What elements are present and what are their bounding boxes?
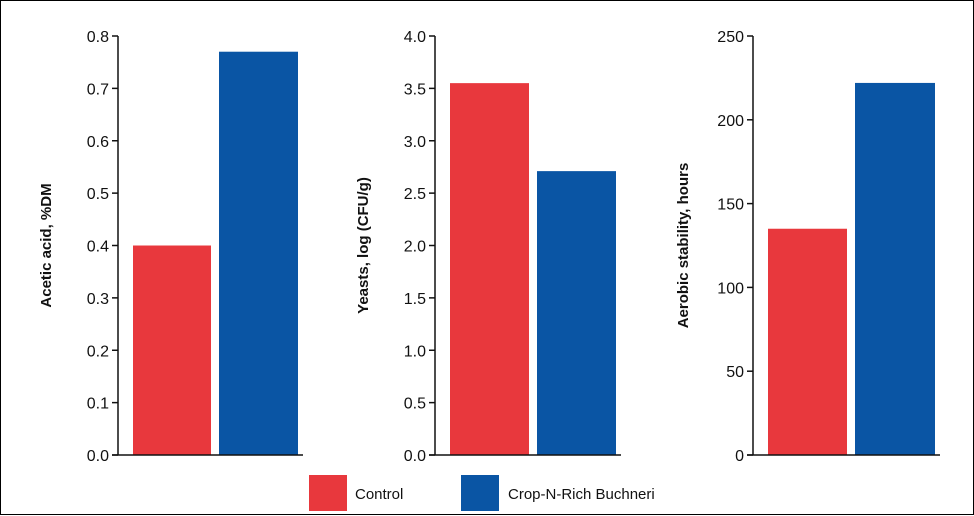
y-axis-title-yeasts: Yeasts, log (CFU/g) bbox=[355, 177, 372, 314]
legend-swatch-crop-n-rich-buchneri bbox=[461, 475, 499, 511]
y-tick-label-aerobic-stability: 250 bbox=[717, 29, 744, 46]
y-tick-label-yeasts: 1.5 bbox=[404, 291, 426, 308]
y-tick-label-aerobic-stability: 0 bbox=[735, 448, 744, 465]
bar-aerobic-stability-control bbox=[768, 228, 847, 455]
y-axis-title-aerobic-stability: Aerobic stability, hours bbox=[675, 163, 692, 329]
y-tick-label-yeasts: 0.0 bbox=[404, 448, 426, 465]
y-tick-label-acetic-acid: 0.8 bbox=[87, 29, 109, 46]
legend: Control Crop-N-Rich Buchneri bbox=[309, 475, 655, 511]
y-tick-label-acetic-acid: 0.5 bbox=[87, 186, 109, 203]
legend-label-control: Control bbox=[355, 486, 403, 503]
panel-yeasts: 0.0 0.5 1.0 1.5 2.0 2.5 3.0 3.5 4.0 Yeasts, log (… bbox=[355, 29, 621, 465]
y-tick-label-aerobic-stability: 100 bbox=[717, 280, 744, 297]
y-tick-label-yeasts: 3.5 bbox=[404, 81, 426, 98]
y-tick-label-yeasts: 2.5 bbox=[404, 186, 426, 203]
y-tick-label-aerobic-stability: 200 bbox=[717, 113, 744, 130]
panel-acetic-acid: 0.0 0.1 0.2 0.3 0.4 0.5 0.6 0.7 0.8 Acetic acid, … bbox=[38, 29, 303, 465]
y-tick-label-aerobic-stability: 150 bbox=[717, 197, 744, 214]
chart-panels: 0.0 0.1 0.2 0.3 0.4 0.5 0.6 0.7 0.8 Acetic acid, … bbox=[38, 29, 940, 465]
y-tick-label-acetic-acid: 0.4 bbox=[87, 239, 109, 256]
y-tick-label-aerobic-stability: 50 bbox=[726, 364, 744, 381]
y-tick-label-acetic-acid: 0.7 bbox=[87, 81, 109, 98]
y-tick-label-yeasts: 1.0 bbox=[404, 343, 426, 360]
y-tick-label-acetic-acid: 0.0 bbox=[87, 448, 109, 465]
y-tick-label-yeasts: 4.0 bbox=[404, 29, 426, 46]
y-tick-label-acetic-acid: 0.1 bbox=[87, 396, 109, 413]
y-tick-label-acetic-acid: 0.6 bbox=[87, 134, 109, 151]
y-tick-label-yeasts: 3.0 bbox=[404, 134, 426, 151]
legend-swatch-control bbox=[309, 475, 347, 511]
bar-acetic-acid-control bbox=[133, 245, 211, 455]
y-tick-label-yeasts: 2.0 bbox=[404, 239, 426, 256]
legend-label-crop-n-rich-buchneri: Crop-N-Rich Buchneri bbox=[508, 486, 655, 503]
bar-yeasts-crop-n-rich-buchneri bbox=[537, 171, 616, 455]
bar-aerobic-stability-crop-n-rich-buchneri bbox=[855, 82, 935, 455]
panel-aerobic-stability: 0 50 100 150 200 250 Aerobic stability, hours bbox=[675, 29, 940, 465]
y-axis-title-acetic-acid: Acetic acid, %DM bbox=[38, 183, 55, 307]
bar-acetic-acid-crop-n-rich-buchneri bbox=[219, 51, 298, 456]
y-tick-label-yeasts: 0.5 bbox=[404, 396, 426, 413]
y-tick-label-acetic-acid: 0.2 bbox=[87, 343, 109, 360]
bar-yeasts-control bbox=[450, 83, 529, 455]
y-tick-label-acetic-acid: 0.3 bbox=[87, 291, 109, 308]
